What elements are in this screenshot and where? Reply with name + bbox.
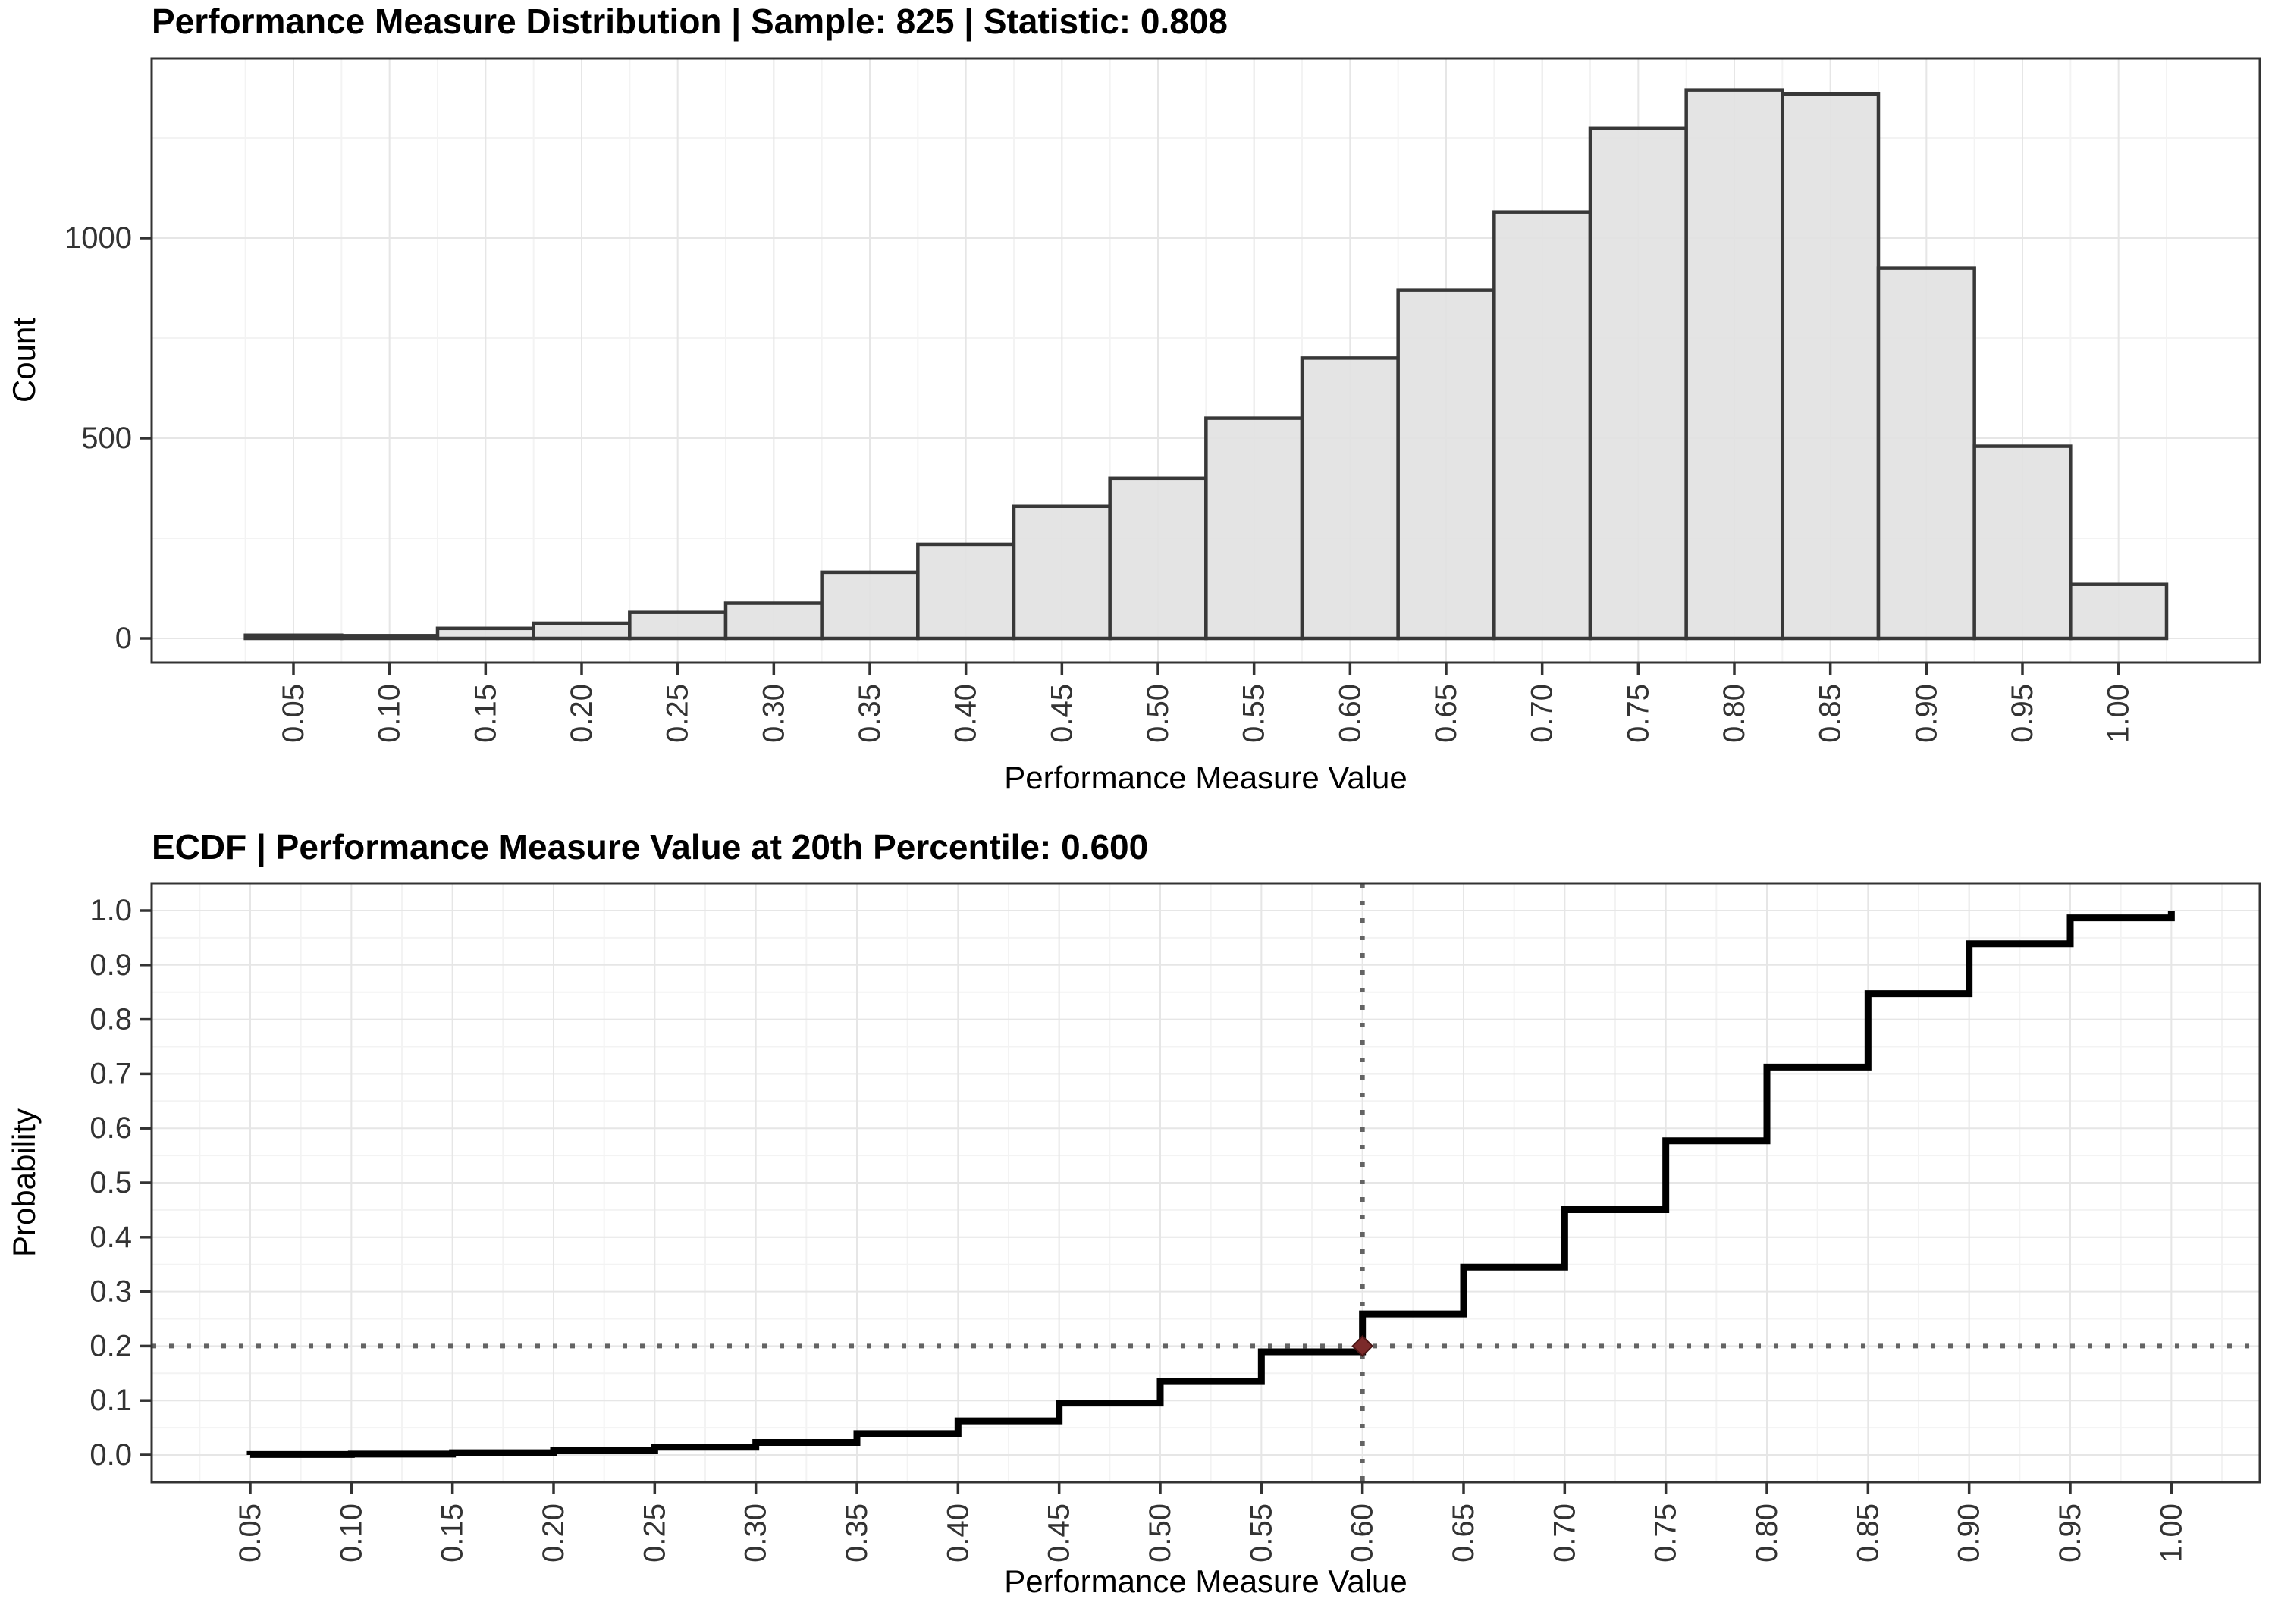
histogram-x-tick-label: 0.65 bbox=[1429, 684, 1463, 743]
ecdf-y-tick-label: 0.8 bbox=[89, 1003, 132, 1036]
histogram-bar bbox=[1972, 444, 2073, 641]
histogram-x-tick-label: 0.95 bbox=[2006, 684, 2039, 743]
histogram-y-tick-label: 1000 bbox=[64, 221, 132, 255]
ecdf-y-axis-title: Probability bbox=[6, 1108, 42, 1257]
histogram-x-tick-label: 1.00 bbox=[2102, 684, 2135, 743]
histogram-bar bbox=[1300, 356, 1400, 641]
histogram-x-axis-title: Performance Measure Value bbox=[1004, 760, 1407, 795]
ecdf-y-tick-label: 0.7 bbox=[89, 1057, 132, 1090]
histogram-bar bbox=[1876, 266, 1976, 641]
histogram-x-tick-label: 0.30 bbox=[757, 684, 790, 743]
ecdf-x-tick-label: 0.70 bbox=[1548, 1503, 1581, 1563]
ecdf-plot-area: 0.0 0.1 0.2 0.3 0.4 0.5 0.6 0.7 0.8 0.9 1.0 0.05 0.1… bbox=[89, 882, 2261, 1563]
histogram-bar bbox=[1684, 88, 1784, 641]
ecdf-x-tick-label: 1.00 bbox=[2154, 1503, 2188, 1563]
histogram-bar bbox=[1781, 92, 1881, 641]
histogram-bar bbox=[1108, 476, 1208, 641]
ecdf-x-tick-label: 0.15 bbox=[436, 1503, 469, 1563]
histogram-x-tick-label: 0.40 bbox=[949, 684, 983, 743]
histogram-plot-area: 0 500 1000 0.05 0.10 0.15 0.20 0.25 0.30 0.35 0.40… bbox=[64, 57, 2261, 743]
histogram-bar bbox=[1588, 126, 1688, 641]
histogram-x-tick-label: 0.10 bbox=[373, 684, 406, 743]
histogram-bar bbox=[916, 542, 1016, 641]
ecdf-x-tick-label: 0.30 bbox=[739, 1503, 773, 1563]
histogram-bar bbox=[1204, 416, 1304, 641]
ecdf-step-line bbox=[246, 911, 2175, 1458]
histogram-title: Performance Measure Distribution | Sampl… bbox=[152, 2, 1228, 41]
histogram-x-tick-label: 0.85 bbox=[1814, 684, 1847, 743]
histogram-x-tick-label: 0.70 bbox=[1526, 684, 1559, 743]
ecdf-x-tick-label: 0.20 bbox=[537, 1503, 570, 1563]
ecdf-x-tick-label: 0.50 bbox=[1144, 1503, 1177, 1563]
histogram-panel: Performance Measure Distribution | Sampl… bbox=[6, 2, 2261, 795]
histogram-y-tick-label: 500 bbox=[81, 422, 132, 455]
histogram-bar bbox=[435, 626, 535, 641]
ecdf-y-tick-label: 0.2 bbox=[89, 1329, 132, 1362]
ecdf-y-tick-label: 0.6 bbox=[89, 1111, 132, 1145]
histogram-bar bbox=[723, 601, 824, 641]
histogram-bar bbox=[243, 633, 344, 641]
ecdf-x-tick-label: 0.45 bbox=[1043, 1503, 1076, 1563]
ecdf-title: ECDF | Performance Measure Value at 20th… bbox=[152, 827, 1148, 867]
ecdf-x-tick-label: 0.85 bbox=[1851, 1503, 1884, 1563]
histogram-x-tick-label: 0.90 bbox=[1909, 684, 1943, 743]
ecdf-x-tick-label: 0.95 bbox=[2054, 1503, 2087, 1563]
histogram-x-tick-label: 0.50 bbox=[1141, 684, 1175, 743]
histogram-x-tick-label: 0.25 bbox=[661, 684, 695, 743]
ecdf-y-tick-label: 0.0 bbox=[89, 1438, 132, 1472]
histogram-bar bbox=[820, 570, 920, 641]
ecdf-x-tick-label: 0.90 bbox=[1953, 1503, 1986, 1563]
ecdf-x-tick-label: 0.25 bbox=[638, 1503, 671, 1563]
histogram-bar bbox=[1396, 288, 1496, 641]
ecdf-x-tick-label: 0.05 bbox=[234, 1503, 267, 1563]
histogram-bar bbox=[340, 634, 440, 641]
ecdf-x-tick-label: 0.75 bbox=[1649, 1503, 1683, 1563]
ecdf-y-tick-label: 0.3 bbox=[89, 1275, 132, 1309]
histogram-bar bbox=[1492, 210, 1592, 641]
ecdf-x-tick-label: 0.60 bbox=[1346, 1503, 1379, 1563]
ecdf-y-tick-label: 0.1 bbox=[89, 1384, 132, 1417]
ecdf-y-tick-label: 0.9 bbox=[89, 948, 132, 982]
histogram-y-tick-label: 0 bbox=[115, 622, 132, 655]
histogram-x-tick-label: 0.05 bbox=[277, 684, 310, 743]
histogram-bar bbox=[532, 621, 632, 641]
histogram-bar bbox=[628, 610, 728, 641]
histogram-x-tick-label: 0.45 bbox=[1045, 684, 1078, 743]
histogram-x-tick-label: 0.15 bbox=[469, 684, 502, 743]
panel-border bbox=[150, 57, 2261, 664]
percentile-point-marker bbox=[1351, 1334, 1374, 1357]
ecdf-x-axis-title: Performance Measure Value bbox=[1004, 1563, 1407, 1599]
ecdf-x-tick-label: 0.80 bbox=[1750, 1503, 1784, 1563]
ecdf-y-tick-label: 0.5 bbox=[89, 1166, 132, 1199]
histogram-y-axis-title: Count bbox=[6, 318, 42, 403]
histogram-bar bbox=[2069, 582, 2169, 641]
ecdf-y-tick-label: 1.0 bbox=[89, 894, 132, 927]
histogram-bar bbox=[1012, 504, 1112, 641]
ecdf-y-tick-label: 0.4 bbox=[89, 1221, 132, 1254]
ecdf-x-tick-label: 0.10 bbox=[334, 1503, 368, 1563]
histogram-x-tick-label: 0.55 bbox=[1238, 684, 1271, 743]
ecdf-x-tick-label: 0.40 bbox=[941, 1503, 974, 1563]
ecdf-x-tick-label: 0.55 bbox=[1244, 1503, 1278, 1563]
histogram-x-tick-label: 0.80 bbox=[1718, 684, 1751, 743]
histogram-x-tick-label: 0.20 bbox=[565, 684, 598, 743]
histogram-x-tick-label: 0.60 bbox=[1333, 684, 1367, 743]
ecdf-panel: ECDF | Performance Measure Value at 20th… bbox=[6, 827, 2261, 1599]
histogram-x-tick-label: 0.75 bbox=[1621, 684, 1655, 743]
histogram-x-tick-label: 0.35 bbox=[853, 684, 886, 743]
ecdf-x-tick-label: 0.35 bbox=[840, 1503, 874, 1563]
ecdf-x-tick-label: 0.65 bbox=[1447, 1503, 1480, 1563]
